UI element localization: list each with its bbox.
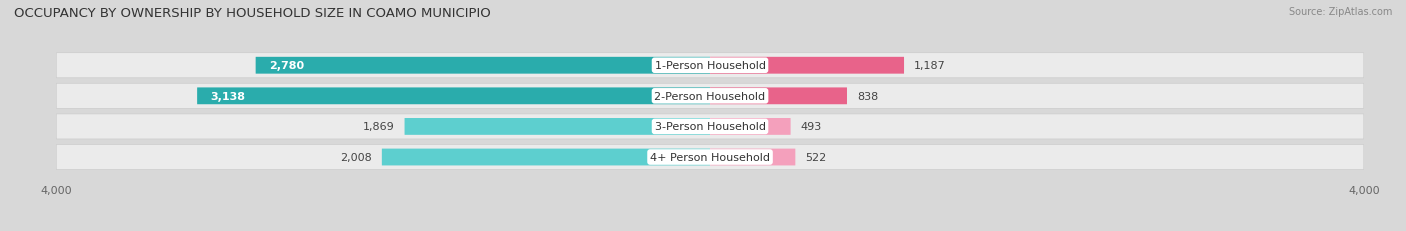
FancyBboxPatch shape [710,58,904,74]
FancyBboxPatch shape [56,114,1364,139]
FancyBboxPatch shape [710,149,796,166]
Text: 1-Person Household: 1-Person Household [655,61,765,71]
Text: OCCUPANCY BY OWNERSHIP BY HOUSEHOLD SIZE IN COAMO MUNICIPIO: OCCUPANCY BY OWNERSHIP BY HOUSEHOLD SIZE… [14,7,491,20]
Text: 493: 493 [800,122,821,132]
FancyBboxPatch shape [56,84,1364,109]
FancyBboxPatch shape [56,145,1364,170]
Text: 838: 838 [856,91,879,101]
FancyBboxPatch shape [710,119,790,135]
FancyBboxPatch shape [197,88,710,105]
Text: 4+ Person Household: 4+ Person Household [650,152,770,162]
Text: 2-Person Household: 2-Person Household [654,91,766,101]
Text: 1,869: 1,869 [363,122,395,132]
FancyBboxPatch shape [710,88,846,105]
Text: 1,187: 1,187 [914,61,946,71]
Text: 2,780: 2,780 [269,61,304,71]
Text: 522: 522 [806,152,827,162]
FancyBboxPatch shape [256,58,710,74]
Text: 3,138: 3,138 [211,91,245,101]
Legend: Owner-occupied, Renter-occupied: Owner-occupied, Renter-occupied [591,228,830,231]
FancyBboxPatch shape [382,149,710,166]
Text: 2,008: 2,008 [340,152,373,162]
FancyBboxPatch shape [405,119,710,135]
Text: 3-Person Household: 3-Person Household [655,122,765,132]
Text: Source: ZipAtlas.com: Source: ZipAtlas.com [1288,7,1392,17]
FancyBboxPatch shape [56,53,1364,79]
